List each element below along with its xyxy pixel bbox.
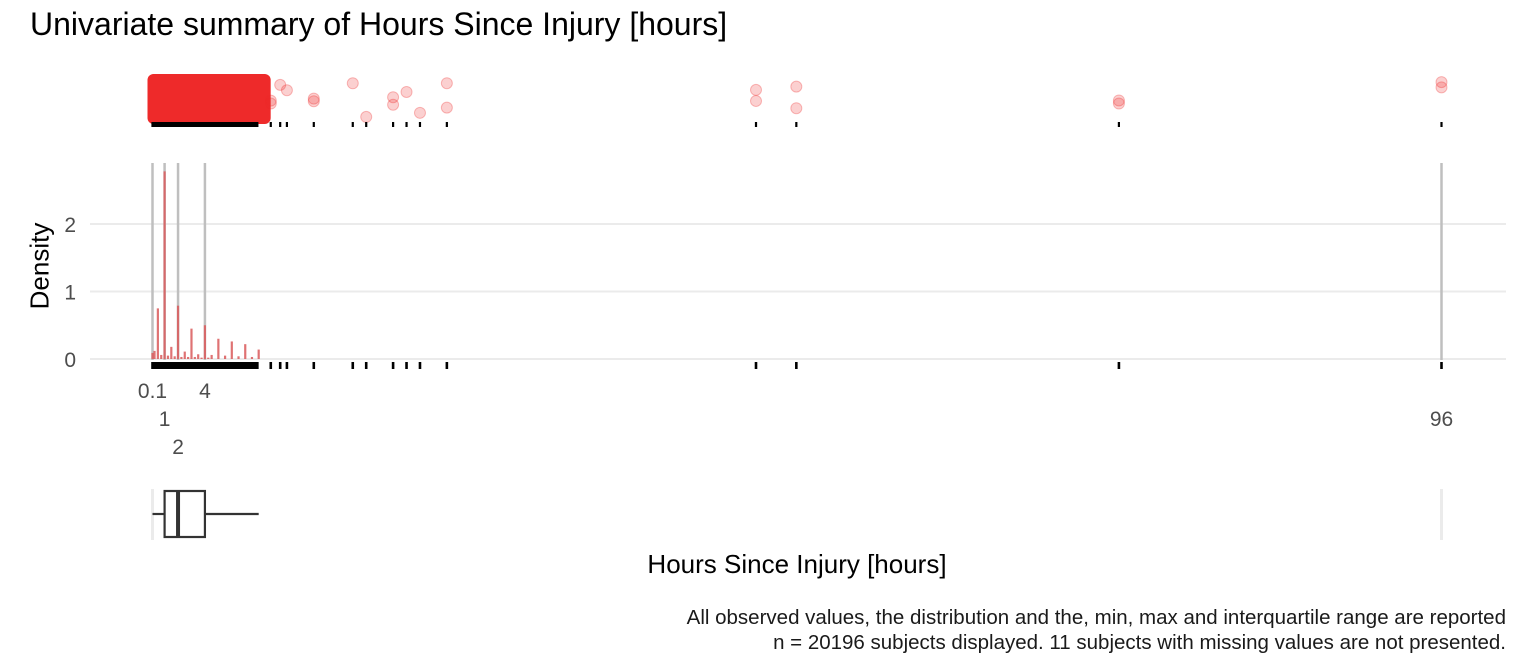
jitter-point	[1112, 97, 1125, 110]
jitter-point	[400, 85, 413, 98]
caption-line-2: n = 20196 subjects displayed. 11 subject…	[773, 631, 1506, 654]
jitter-point	[387, 98, 400, 111]
y-tick-label-0: 0	[64, 349, 76, 372]
jitter-point	[387, 91, 400, 104]
jitter-point	[440, 77, 453, 90]
jitter-point	[307, 92, 320, 105]
jitter-point	[440, 101, 453, 114]
jitter-point	[280, 84, 293, 97]
jitter-point	[360, 110, 373, 123]
boxplot-layer	[152, 489, 259, 539]
jitter-point	[264, 97, 277, 110]
y-axis-label: Density	[24, 222, 55, 310]
y-tick-labels-layer: 0 1 2	[64, 214, 76, 372]
grid-layer	[90, 223, 1506, 360]
x-tick-label-4: 4	[199, 380, 211, 403]
x-tick-labels-layer: 0.1 12 4 96	[138, 380, 1453, 459]
bottom-rug-layer	[151, 362, 1443, 369]
jitter-point	[750, 94, 763, 107]
jitter-point	[1435, 76, 1448, 89]
jitter-point	[750, 83, 763, 96]
x-tick-label-96: 96	[1430, 408, 1453, 431]
top-rug-layer	[151, 122, 1443, 127]
y-tick-label-2: 2	[64, 214, 76, 237]
jitter-point	[790, 80, 803, 93]
jitter-points-layer	[147, 74, 1448, 124]
x-tick-label-0.1: 0.1	[138, 380, 167, 403]
caption-line-1: All observed values, the distribution an…	[686, 606, 1506, 629]
jitter-point	[790, 102, 803, 115]
chart-title: Univariate summary of Hours Since Injury…	[30, 6, 728, 42]
y-tick-label-1: 1	[64, 282, 76, 305]
jitter-point	[413, 106, 426, 119]
jitter-point	[1435, 81, 1448, 94]
jitter-point	[1112, 94, 1125, 107]
jitter-point	[274, 78, 287, 91]
jitter-points-dense-block	[147, 74, 271, 124]
jitter-point	[264, 94, 277, 107]
jitter-point	[346, 77, 359, 90]
x-tick-label-2: 2	[172, 436, 184, 459]
x-axis-label: Hours Since Injury [hours]	[647, 549, 947, 579]
density-layer	[151, 171, 260, 359]
jitter-point	[307, 95, 320, 108]
reference-lines-layer	[151, 163, 1443, 540]
box-iqr	[163, 489, 207, 539]
x-tick-label-1: 1	[159, 408, 171, 431]
